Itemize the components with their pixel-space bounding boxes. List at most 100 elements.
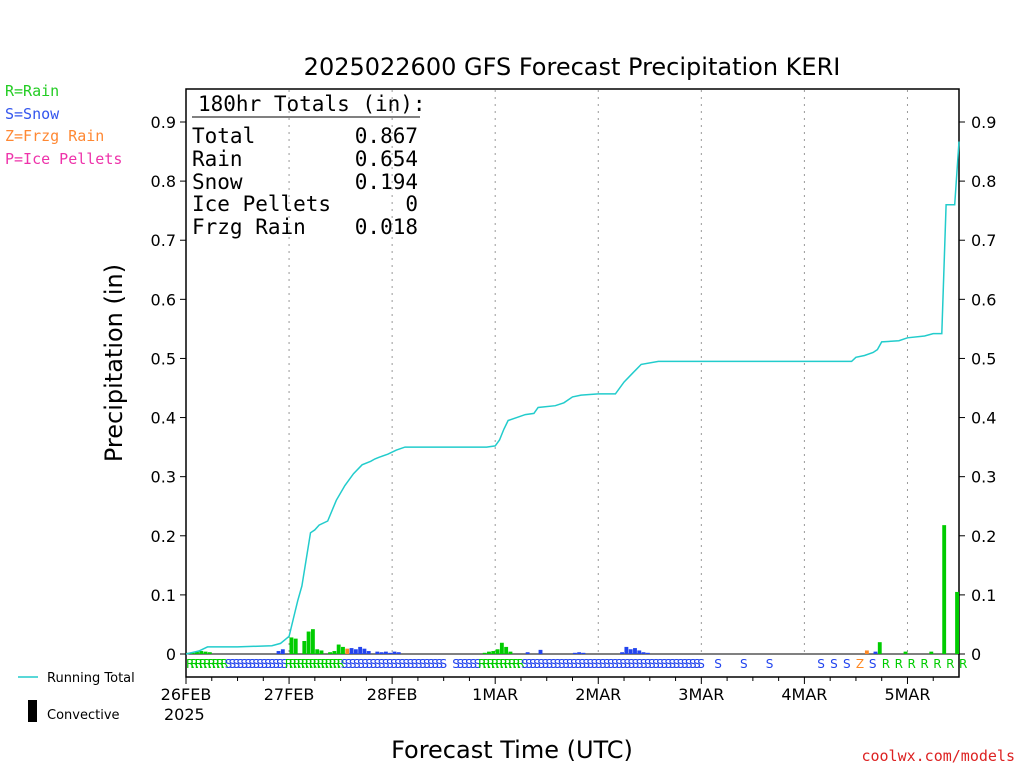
y-tick-label-right: 0.8 [971, 172, 996, 191]
type-code: S [685, 657, 693, 671]
type-code: S [427, 657, 435, 671]
legend-ice-pellets: P=Ice Pellets [5, 150, 122, 168]
precip-bar [942, 525, 947, 654]
type-code: S [233, 657, 241, 671]
credit-text: coolwx.com/models [861, 747, 1015, 765]
precip-bar [873, 651, 878, 654]
precip-bar [633, 648, 637, 654]
type-code: R [504, 657, 512, 671]
type-code: S [529, 657, 537, 671]
y-tick-label-right: 0 [971, 645, 981, 664]
type-code: S [398, 657, 406, 671]
type-code: S [546, 657, 554, 671]
year-label: 2025 [164, 705, 205, 724]
type-code: R [933, 657, 941, 671]
precip-bar [495, 649, 500, 654]
type-code: S [374, 657, 382, 671]
type-code: R [333, 657, 341, 671]
type-code: S [533, 657, 541, 671]
type-code: S [390, 657, 398, 671]
type-code: S [268, 657, 276, 671]
totals-value-frzg-rain: 0.018 [355, 215, 418, 239]
totals-label-snow: Snow [192, 170, 243, 194]
precip-bar [392, 651, 397, 654]
legend-snow: S=Snow [5, 105, 60, 123]
type-code: S [570, 657, 578, 671]
type-code: S [677, 657, 685, 671]
precip-bar [383, 651, 388, 654]
precip-bar [637, 650, 642, 654]
precip-bar [199, 651, 204, 654]
type-code: S [256, 657, 264, 671]
series-legend: Running Total Convective [18, 671, 135, 723]
type-code: S [241, 657, 249, 671]
precip-bar [293, 638, 298, 654]
precip-bar [302, 640, 307, 654]
type-code: S [660, 657, 668, 671]
type-code: R [517, 657, 525, 671]
type-code: S [619, 657, 627, 671]
type-code: S [341, 657, 349, 671]
y-tick-label: 0.3 [151, 468, 176, 487]
precip-bar [628, 649, 633, 654]
type-code: S [419, 657, 427, 671]
type-code: S [229, 657, 237, 671]
type-code: R [212, 657, 220, 671]
type-code: S [644, 657, 652, 671]
type-code: S [697, 657, 705, 671]
x-tick-label: 3MAR [678, 685, 724, 704]
type-code: R [293, 657, 301, 671]
totals-label-frzg-rain: Frzg Rain [192, 215, 306, 239]
type-code: R [491, 657, 499, 671]
type-code: S [260, 657, 268, 671]
type-code: R [186, 657, 194, 671]
type-code: R [325, 657, 333, 671]
type-code: S [252, 657, 260, 671]
type-code: S [648, 657, 656, 671]
type-code: S [554, 657, 562, 671]
type-code: S [550, 657, 558, 671]
type-code: R [508, 657, 516, 671]
x-tick-label: 5MAR [884, 685, 930, 704]
type-code: Z [856, 657, 864, 671]
type-code: S [817, 657, 825, 671]
type-code: S [280, 657, 288, 671]
type-code: S [714, 657, 722, 671]
type-code: S [357, 657, 365, 671]
type-code: S [276, 657, 284, 671]
type-code: S [264, 657, 272, 671]
type-code: S [457, 657, 465, 671]
type-code: S [349, 657, 357, 671]
running-total-polyline [185, 141, 960, 655]
type-code: S [452, 657, 460, 671]
type-code: R [317, 657, 325, 671]
type-code: S [636, 657, 644, 671]
type-code: R [329, 657, 337, 671]
precip-bar [538, 649, 543, 654]
type-code: S [469, 657, 477, 671]
x-tick-label: 1MAR [472, 685, 518, 704]
type-code: R [220, 657, 228, 671]
type-code: S [595, 657, 603, 671]
type-code: S [869, 657, 877, 671]
precip-type-codes: RRRRRRRRRSSSSSSSSSSSSSSSRRRRRRRRRRRRRRSS… [186, 657, 967, 671]
totals-value-snow: 0.194 [355, 170, 418, 194]
x-axis: 26FEB 27FEB 28FEB 1MAR 2MAR 3MAR 4MAR 5MAR [161, 677, 934, 704]
type-code: S [603, 657, 611, 671]
y-axis-right: 0 0.1 0.2 0.3 0.4 0.5 0.6 0.7 0.8 0.9 [959, 113, 996, 664]
precip-bar [482, 652, 487, 654]
y-tick-label: 0.5 [151, 349, 176, 368]
precip-bar [379, 652, 384, 654]
y-tick-label-right: 0.4 [971, 409, 996, 428]
precip-bar [396, 652, 401, 654]
totals-value-rain: 0.654 [355, 147, 418, 171]
type-code: S [521, 657, 529, 671]
y-tick-label: 0.2 [151, 527, 176, 546]
type-code: R [309, 657, 317, 671]
precip-bar [332, 651, 337, 654]
type-code: S [574, 657, 582, 671]
type-code: S [411, 657, 419, 671]
type-code: S [591, 657, 599, 671]
totals-value-total: 0.867 [355, 124, 418, 148]
